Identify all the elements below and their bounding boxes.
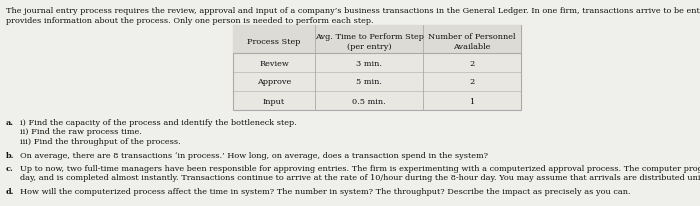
- Text: 0.5 min.: 0.5 min.: [352, 97, 386, 105]
- Text: How will the computerized process affect the time in system? The number in syste: How will the computerized process affect…: [20, 187, 631, 195]
- Text: 2: 2: [470, 78, 475, 86]
- Text: 1: 1: [470, 97, 475, 105]
- Text: day, and is completed almost instantly. Transactions continue to arrive at the r: day, and is completed almost instantly. …: [20, 174, 700, 182]
- Text: iii) Find the throughput of the process.: iii) Find the throughput of the process.: [20, 137, 181, 145]
- Text: b.: b.: [6, 151, 15, 159]
- Bar: [233, 26, 521, 54]
- Text: Avg. Time to Perform Step
(per entry): Avg. Time to Perform Step (per entry): [314, 33, 424, 50]
- Text: 2: 2: [470, 59, 475, 67]
- Text: 5 min.: 5 min.: [356, 78, 382, 86]
- Text: On average, there are 8 transactions ‘in process.’ How long, on average, does a : On average, there are 8 transactions ‘in…: [20, 151, 488, 159]
- Text: The journal entry process requires the review, approval and input of a company’s: The journal entry process requires the r…: [6, 7, 700, 15]
- Text: Review: Review: [259, 59, 289, 67]
- Bar: [233, 26, 521, 110]
- Text: i) Find the capacity of the process and identify the bottleneck step.: i) Find the capacity of the process and …: [20, 118, 297, 126]
- Text: d.: d.: [6, 187, 15, 195]
- Text: Number of Personnel
Available: Number of Personnel Available: [428, 33, 516, 50]
- Text: Process Step: Process Step: [247, 38, 301, 46]
- Text: Input: Input: [263, 97, 285, 105]
- Text: Up to now, two full-time managers have been responsible for approving entries. T: Up to now, two full-time managers have b…: [20, 164, 700, 172]
- Text: Approve: Approve: [257, 78, 291, 86]
- Text: c.: c.: [6, 164, 14, 172]
- Text: a.: a.: [6, 118, 14, 126]
- Text: provides information about the process. Only one person is needed to perform eac: provides information about the process. …: [6, 17, 374, 25]
- Text: 3 min.: 3 min.: [356, 59, 382, 67]
- Text: ii) Find the raw process time.: ii) Find the raw process time.: [20, 128, 142, 136]
